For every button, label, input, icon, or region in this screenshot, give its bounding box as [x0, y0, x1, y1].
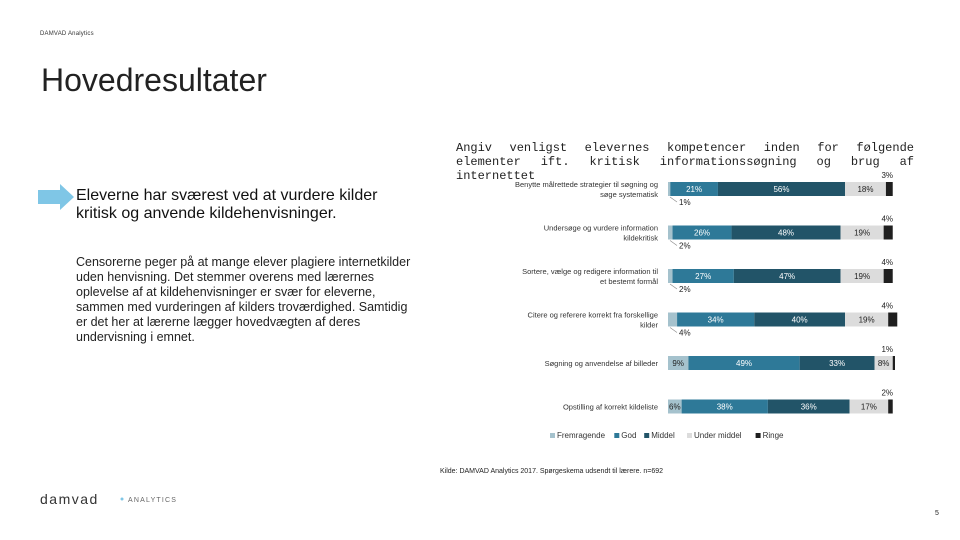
legend-label: God [621, 431, 636, 440]
bar-segment-middel [731, 225, 841, 240]
data-label: 2% [881, 389, 893, 398]
page-number: 5 [935, 510, 939, 517]
data-label: 36% [801, 403, 817, 412]
data-label: 47% [779, 272, 795, 281]
data-label: 40% [792, 316, 808, 325]
data-label: 4% [881, 215, 893, 224]
data-label: 1% [881, 345, 893, 354]
data-label: 2% [679, 285, 691, 294]
stacked-bar-chart: Benytte målrettede strategier til søgnin… [515, 171, 898, 440]
legend-label: Middel [651, 431, 675, 440]
bar-segment-middel [754, 312, 846, 327]
logo-tagline: ANALYTICS [128, 497, 177, 504]
data-label: 4% [881, 258, 893, 267]
data-label: 4% [679, 329, 691, 338]
bar-segment-god [677, 312, 755, 327]
damvad-logo: damvad ANALYTICS [40, 491, 180, 513]
data-label: 49% [736, 359, 752, 368]
bar-segment-middel [799, 356, 875, 370]
bar-segment-ringe [883, 225, 893, 240]
source-note: Kilde: DAMVAD Analytics 2017. Spørgeskem… [440, 468, 664, 475]
legend-swatch [644, 433, 650, 438]
bar-segment-under-middel [874, 356, 893, 370]
data-label: 19% [854, 229, 870, 238]
bar-segment-fremragende [668, 312, 678, 327]
data-label: 8% [878, 359, 890, 368]
data-label: 6% [669, 403, 681, 412]
data-label: 38% [717, 403, 733, 412]
category-label: Søgning og anvendelse af billeder [545, 359, 659, 368]
bar-segment-under-middel [840, 269, 884, 283]
data-label: 4% [881, 302, 893, 311]
data-label: 3% [881, 171, 893, 180]
body-text: Censorerne peger på at mange elever plag… [76, 255, 411, 344]
bar-segment-fremragende [668, 269, 673, 283]
legend-swatch [550, 433, 555, 438]
bar-segment-under-middel [845, 312, 889, 327]
bar-segment-ringe [888, 399, 893, 414]
key-finding: Eleverne har sværest ved at vurdere kild… [76, 187, 378, 222]
brand-header: DAMVAD Analytics [40, 31, 94, 37]
data-label: 19% [854, 272, 870, 281]
bar-segment-ringe [888, 312, 898, 327]
data-label-leader [669, 240, 678, 246]
bar-segment-god [688, 356, 800, 370]
category-label: Undersøge og vurdere information kildekri… [544, 224, 658, 243]
data-label: 33% [829, 359, 845, 368]
legend-label: Ringe [763, 431, 784, 440]
bar-segment-middel [767, 399, 850, 414]
data-label: 27% [695, 272, 711, 281]
data-label: 17% [861, 403, 877, 412]
bar-segment-god [672, 225, 732, 240]
data-label: 26% [694, 229, 710, 238]
category-label: Sortere, vælge og redigere information t… [522, 267, 658, 286]
data-label: 21% [686, 185, 702, 194]
category-label: Opstilling af korrekt kildeliste [563, 403, 658, 412]
data-label-leader [669, 327, 678, 333]
bar-segment-ringe [885, 182, 893, 196]
category-label: Citere og referere korrekt fra forskelli… [528, 311, 659, 330]
bar-segment-god [670, 182, 718, 196]
bar-segment-fremragende [668, 225, 673, 240]
bar-segment-fremragende [668, 182, 671, 196]
bar-segment-ringe [883, 269, 893, 283]
logo-name: damvad [40, 492, 99, 507]
data-label: 34% [708, 316, 724, 325]
data-label-leader [669, 196, 678, 203]
bar-segment-under-middel [845, 182, 886, 196]
data-label: 2% [679, 242, 691, 251]
legend-swatch [755, 433, 761, 438]
arrow-right-icon [38, 184, 74, 210]
bar-segment-under-middel [840, 225, 884, 240]
category-label: Benytte målrettede strategier til søgnin… [515, 180, 658, 199]
data-label: 56% [773, 185, 789, 194]
page-title: Hovedresultater [41, 62, 267, 98]
data-label: 19% [859, 316, 875, 325]
bar-segment-middel [717, 182, 846, 196]
bar-segment-fremragende [668, 399, 682, 414]
bar-segment-god [672, 269, 734, 283]
chart-title: Angiv venligst elevernes kompetencer ind… [456, 141, 914, 183]
bar-segment-ringe [892, 356, 895, 370]
bar-segment-under-middel [849, 399, 889, 414]
legend-label: Under middel [694, 431, 742, 440]
bar-segment-middel [733, 269, 841, 283]
legend-label: Fremragende [557, 431, 606, 440]
data-label: 9% [672, 359, 684, 368]
bar-segment-god [681, 399, 768, 414]
legend-swatch [614, 433, 620, 438]
data-label: 18% [857, 185, 873, 194]
bar-segment-fremragende [668, 356, 689, 370]
data-label: 1% [679, 198, 691, 207]
legend-swatch [687, 433, 692, 438]
data-label: 48% [778, 229, 794, 238]
data-label-leader [669, 283, 678, 290]
logo-dot-icon [120, 497, 124, 501]
